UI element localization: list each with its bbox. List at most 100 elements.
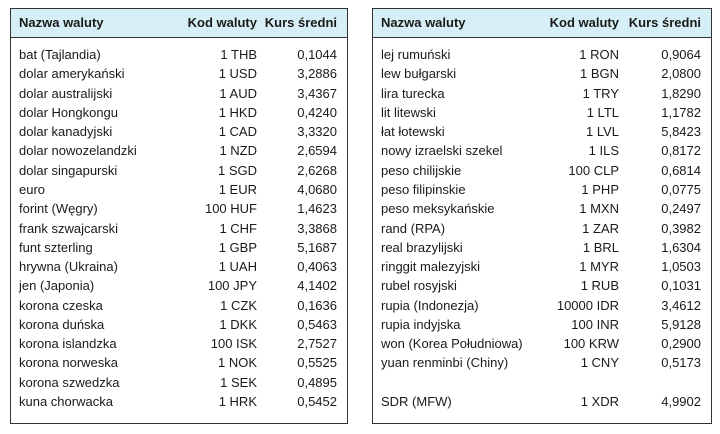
cell: yuan renminbi (Chiny) — [381, 355, 509, 371]
cell: 1 RUB — [580, 278, 619, 294]
cell: 3,2886 — [297, 66, 337, 82]
cell: 1 ZAR — [582, 220, 619, 236]
cell: 1 GBP — [218, 239, 257, 255]
cell: 0,5463 — [297, 316, 337, 332]
cell: 4,0680 — [297, 181, 337, 197]
cell: 1 AUD — [219, 85, 257, 101]
cell: łat łotewski — [381, 124, 445, 140]
header-cell: Kod waluty — [187, 15, 257, 30]
header-cell: Nazwa waluty — [381, 15, 466, 30]
cell: 0,9064 — [661, 47, 701, 62]
cell: 1 CAD — [218, 124, 257, 140]
cell: 1 SGD — [217, 162, 257, 178]
cell: 100 CLP — [568, 162, 619, 178]
cell: 1 PHP — [581, 181, 619, 197]
table: Nazwa waluty Kod waluty Kurs średni lej rum… — [372, 8, 712, 424]
cell: 1 LVL — [585, 124, 619, 140]
cell: 0,4240 — [297, 104, 337, 120]
cell: funt szterling — [19, 239, 93, 255]
cell: rubel rosyjski — [381, 278, 457, 294]
header-cell: Kurs średni — [264, 15, 337, 30]
cell: dolar nowozelandzki — [19, 143, 137, 159]
cell: 0,1031 — [661, 278, 701, 294]
cell: 1 BRL — [582, 239, 619, 255]
cell: 1 CNY — [580, 355, 619, 371]
cell: korona norweska — [19, 355, 118, 371]
cell: 100 HUF — [204, 201, 257, 217]
cell: 2,0800 — [661, 66, 701, 82]
cell: 1 BGN — [579, 66, 619, 82]
cell: rupia (Indonezja) — [381, 297, 479, 313]
cell: 0,3982 — [661, 220, 701, 236]
cell: kuna chorwacka — [19, 394, 113, 410]
cell: 0,5452 — [297, 394, 337, 410]
cell: 0,1636 — [297, 297, 337, 313]
cell: peso filipinskie — [381, 181, 466, 197]
cell: 1 HRK — [218, 394, 257, 410]
cell: 1 DKK — [219, 316, 257, 332]
header-cell: Kod waluty — [549, 15, 619, 30]
cell: 1 ILS — [588, 143, 619, 159]
cell: 5,9128 — [661, 316, 701, 332]
cell: won (Korea Południowa) — [381, 336, 523, 352]
cell: 1 XDR — [580, 394, 619, 410]
cell: 3,3320 — [297, 124, 337, 140]
cell: dolar singapurski — [19, 162, 118, 178]
cell: 0,0775 — [661, 181, 701, 197]
cell: 1 CZK — [220, 297, 257, 313]
cell: 100 KRW — [563, 336, 619, 352]
cell: forint (Węgry) — [19, 201, 98, 217]
cell: 1 MYR — [579, 259, 619, 275]
cell: 100 JPY — [207, 278, 257, 294]
cell: 4,9902 — [661, 394, 701, 410]
cell: nowy izraelski szekel — [381, 143, 503, 159]
cell: dolar amerykański — [19, 66, 125, 82]
cell: 1 LTL — [586, 104, 619, 120]
cell: 0,8172 — [661, 143, 701, 159]
cell: lit litewski — [381, 104, 436, 120]
cell: 0,4063 — [297, 259, 337, 275]
cell: 1 THB — [220, 47, 257, 62]
header-cell: Nazwa waluty — [19, 15, 104, 30]
cell: 5,1687 — [297, 239, 337, 255]
cell: 1 MXN — [579, 201, 619, 217]
cell: 1,8290 — [661, 85, 701, 101]
cell: euro — [19, 181, 46, 197]
cell: lej rumuński — [381, 47, 451, 62]
cell: SDR (MFW) — [381, 394, 452, 410]
cell: frank szwajcarski — [19, 220, 118, 236]
cell: 1,1782 — [661, 104, 701, 120]
cell: 0,2900 — [661, 336, 701, 352]
table-header — [373, 9, 711, 38]
cell: dolar Hongkongu — [19, 104, 119, 120]
cell: 1 SEK — [220, 374, 257, 390]
cell: 0,5173 — [661, 355, 701, 371]
cell: 1,4623 — [297, 201, 337, 217]
cell: 1,6304 — [661, 239, 701, 255]
cell: 1 CHF — [219, 220, 257, 236]
cell: 3,4612 — [661, 297, 701, 313]
cell: 1 EUR — [218, 181, 257, 197]
cell: 3,3868 — [297, 220, 337, 236]
cell: 1 TRY — [582, 85, 619, 101]
cell: korona czeska — [19, 297, 103, 313]
cell: 2,7527 — [297, 336, 337, 352]
cell: korona islandzka — [19, 336, 117, 352]
cell: 1 NZD — [219, 143, 257, 159]
cell: 1 UAH — [218, 259, 257, 275]
cell: 1,0503 — [661, 259, 701, 275]
cell: peso chilijskie — [381, 162, 462, 178]
cell: 2,6594 — [297, 143, 337, 159]
cell: lira turecka — [381, 85, 445, 101]
cell: korona duńska — [19, 316, 105, 332]
cell: 1 NOK — [217, 355, 257, 371]
cell: real brazylijski — [381, 239, 463, 255]
cell: ringgit malezyjski — [381, 259, 480, 275]
table: Nazwa waluty Kod waluty Kurs średni bat (Ta… — [10, 8, 348, 424]
cell: 5,8423 — [661, 124, 701, 140]
cell: 1 USD — [218, 66, 257, 82]
cell: lew bułgarski — [381, 66, 457, 82]
cell: bat (Tajlandia) — [19, 47, 101, 62]
cell: 0,1044 — [297, 47, 337, 62]
